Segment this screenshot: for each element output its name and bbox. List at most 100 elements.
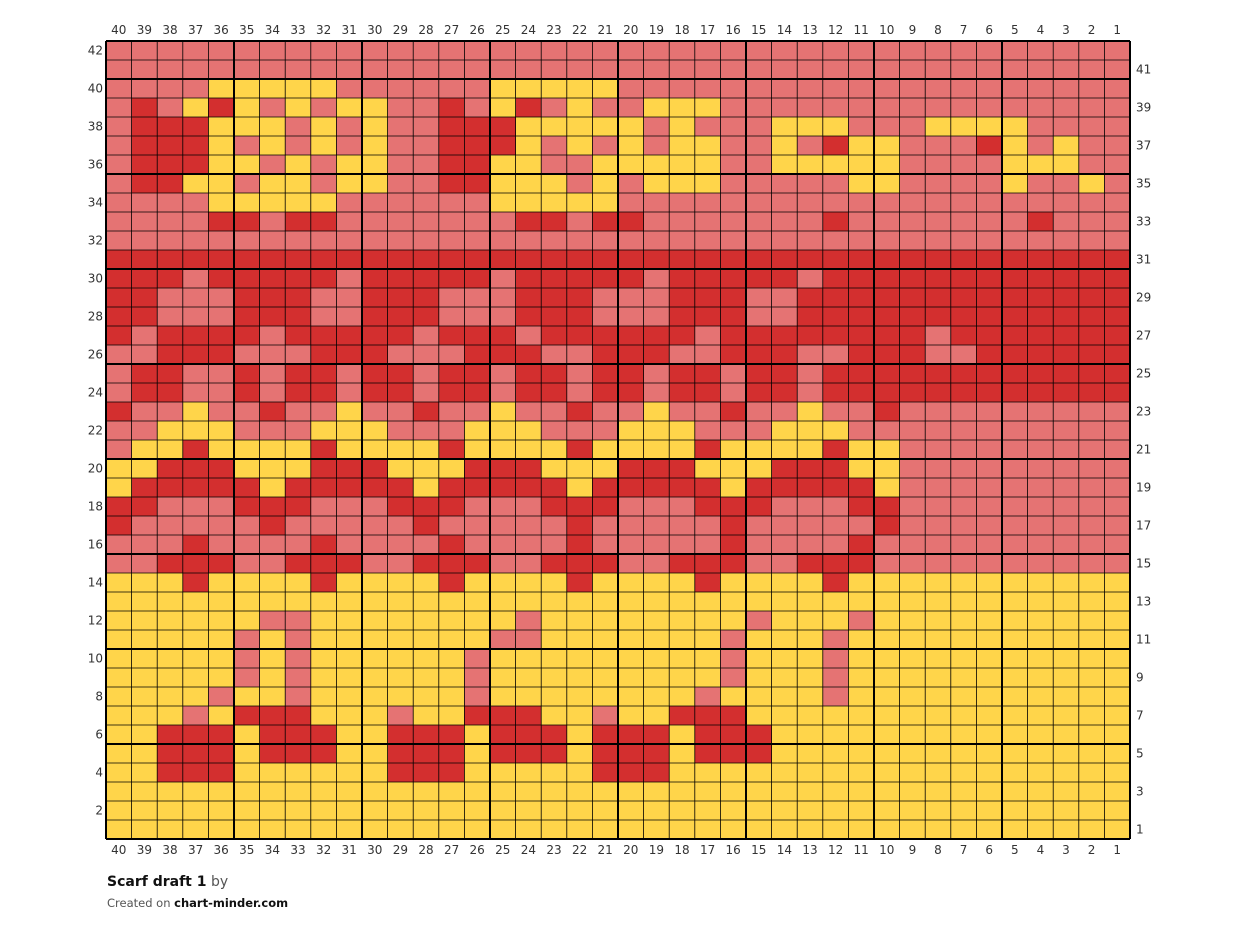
chart-cell-r4-c8[interactable] [925, 763, 951, 782]
chart-cell-r18-c22[interactable] [566, 497, 593, 516]
chart-cell-r4-c36[interactable] [208, 763, 234, 782]
chart-cell-r20-c38[interactable] [157, 459, 183, 478]
chart-cell-r6-c16[interactable] [720, 725, 746, 744]
chart-cell-r29-c3[interactable] [1053, 288, 1079, 307]
chart-cell-r10-c19[interactable] [643, 649, 670, 668]
chart-cell-r27-c23[interactable] [541, 326, 567, 345]
chart-cell-r33-c39[interactable] [131, 212, 158, 231]
chart-cell-r13-c16[interactable] [720, 592, 746, 611]
chart-cell-r38-c29[interactable] [387, 117, 414, 136]
chart-cell-r20-c10[interactable] [874, 459, 900, 478]
chart-cell-r24-c32[interactable] [310, 383, 337, 402]
chart-cell-r18-c25[interactable] [490, 497, 516, 516]
chart-cell-r35-c37[interactable] [182, 174, 209, 193]
chart-cell-r2-c22[interactable] [566, 801, 593, 820]
chart-cell-r17-c15[interactable] [746, 516, 772, 535]
chart-cell-r39-c27[interactable] [438, 98, 465, 117]
chart-cell-r30-c13[interactable] [797, 269, 823, 288]
chart-cell-r13-c26[interactable] [464, 592, 490, 611]
chart-cell-r39-c9[interactable] [899, 98, 926, 117]
chart-cell-r4-c28[interactable] [413, 763, 439, 782]
chart-cell-r15-c21[interactable] [592, 554, 618, 573]
chart-cell-r22-c13[interactable] [797, 421, 823, 440]
chart-cell-r31-c22[interactable] [566, 250, 593, 269]
chart-cell-r17-c37[interactable] [182, 516, 209, 535]
chart-cell-r18-c21[interactable] [592, 497, 618, 516]
chart-cell-r39-c24[interactable] [515, 98, 542, 117]
chart-cell-r8-c26[interactable] [464, 687, 490, 706]
chart-cell-r32-c2[interactable] [1078, 231, 1105, 250]
chart-cell-r32-c32[interactable] [310, 231, 337, 250]
chart-cell-r36-c40[interactable] [106, 155, 132, 174]
chart-cell-r42-c39[interactable] [131, 41, 158, 60]
chart-cell-r21-c36[interactable] [208, 440, 234, 459]
chart-cell-r27-c13[interactable] [797, 326, 823, 345]
chart-cell-r30-c35[interactable] [234, 269, 260, 288]
chart-cell-r17-c3[interactable] [1053, 516, 1079, 535]
chart-cell-r24-c13[interactable] [797, 383, 823, 402]
chart-cell-r41-c32[interactable] [310, 60, 337, 79]
chart-cell-r18-c36[interactable] [208, 497, 234, 516]
chart-cell-r38-c23[interactable] [541, 117, 567, 136]
chart-cell-r13-c13[interactable] [797, 592, 823, 611]
chart-cell-r2-c31[interactable] [336, 801, 362, 820]
chart-cell-r4-c24[interactable] [515, 763, 542, 782]
chart-cell-r34-c26[interactable] [464, 193, 490, 212]
chart-cell-r22-c23[interactable] [541, 421, 567, 440]
chart-cell-r19-c31[interactable] [336, 478, 362, 497]
chart-cell-r29-c8[interactable] [925, 288, 951, 307]
chart-cell-r40-c5[interactable] [1002, 79, 1028, 98]
chart-cell-r33-c12[interactable] [822, 212, 849, 231]
chart-cell-r10-c28[interactable] [413, 649, 439, 668]
chart-cell-r38-c31[interactable] [336, 117, 362, 136]
chart-cell-r35-c5[interactable] [1002, 174, 1028, 193]
chart-cell-r21-c21[interactable] [592, 440, 618, 459]
chart-cell-r38-c26[interactable] [464, 117, 490, 136]
chart-cell-r15-c7[interactable] [950, 554, 977, 573]
chart-cell-r10-c39[interactable] [131, 649, 158, 668]
chart-cell-r42-c15[interactable] [746, 41, 772, 60]
chart-cell-r41-c20[interactable] [618, 60, 644, 79]
chart-cell-r20-c4[interactable] [1027, 459, 1054, 478]
chart-cell-r30-c16[interactable] [720, 269, 746, 288]
chart-cell-r20-c15[interactable] [746, 459, 772, 478]
chart-cell-r37-c5[interactable] [1002, 136, 1028, 155]
chart-cell-r25-c32[interactable] [310, 364, 337, 383]
chart-cell-r38-c18[interactable] [669, 117, 695, 136]
chart-cell-r33-c34[interactable] [259, 212, 286, 231]
chart-cell-r12-c30[interactable] [362, 611, 388, 630]
chart-cell-r3-c13[interactable] [797, 782, 823, 801]
chart-cell-r8-c18[interactable] [669, 687, 695, 706]
chart-cell-r33-c36[interactable] [208, 212, 234, 231]
chart-cell-r16-c39[interactable] [131, 535, 158, 554]
chart-cell-r31-c3[interactable] [1053, 250, 1079, 269]
chart-cell-r35-c18[interactable] [669, 174, 695, 193]
chart-cell-r28-c29[interactable] [387, 307, 414, 326]
chart-cell-r2-c38[interactable] [157, 801, 183, 820]
chart-cell-r7-c23[interactable] [541, 706, 567, 725]
chart-cell-r40-c39[interactable] [131, 79, 158, 98]
chart-cell-r7-c34[interactable] [259, 706, 286, 725]
chart-cell-r1-c23[interactable] [541, 820, 567, 839]
chart-cell-r40-c12[interactable] [822, 79, 849, 98]
chart-cell-r9-c35[interactable] [234, 668, 260, 687]
chart-cell-r7-c24[interactable] [515, 706, 542, 725]
chart-cell-r32-c35[interactable] [234, 231, 260, 250]
chart-cell-r35-c15[interactable] [746, 174, 772, 193]
chart-cell-r41-c11[interactable] [848, 60, 874, 79]
chart-cell-r17-c16[interactable] [720, 516, 746, 535]
chart-cell-r32-c16[interactable] [720, 231, 746, 250]
chart-cell-r38-c10[interactable] [874, 117, 900, 136]
chart-cell-r34-c23[interactable] [541, 193, 567, 212]
chart-cell-r5-c2[interactable] [1078, 744, 1105, 763]
chart-cell-r17-c33[interactable] [285, 516, 311, 535]
chart-cell-r12-c26[interactable] [464, 611, 490, 630]
chart-cell-r37-c22[interactable] [566, 136, 593, 155]
chart-cell-r9-c34[interactable] [259, 668, 286, 687]
chart-cell-r17-c26[interactable] [464, 516, 490, 535]
chart-cell-r19-c4[interactable] [1027, 478, 1054, 497]
chart-cell-r40-c24[interactable] [515, 79, 542, 98]
chart-cell-r27-c10[interactable] [874, 326, 900, 345]
chart-cell-r8-c25[interactable] [490, 687, 516, 706]
chart-cell-r27-c18[interactable] [669, 326, 695, 345]
